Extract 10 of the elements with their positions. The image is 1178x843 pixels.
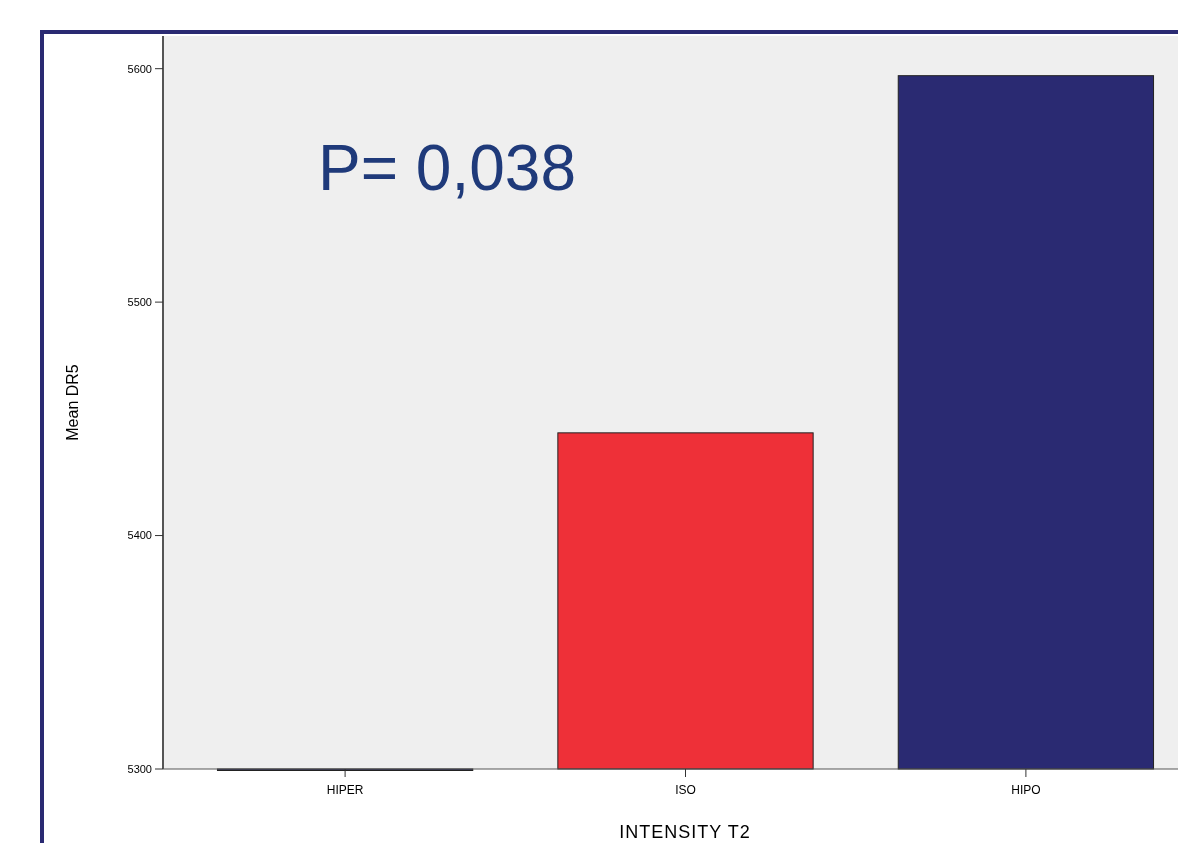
x-tick-label: HIPER [326, 783, 364, 797]
x-tick-label: HIPO [1011, 783, 1041, 797]
y-tick-label: 5600 [127, 62, 152, 75]
x-axis-title: INTENSITY T2 [619, 822, 751, 842]
y-tick-label: 5300 [127, 762, 152, 775]
annotation: P= 0,038 [318, 132, 576, 204]
y-tick-label: 5400 [127, 529, 152, 542]
x-tick-label: ISO [675, 783, 696, 797]
y-tick-label: 5500 [127, 295, 152, 308]
y-axis-title: Mean DR5 [64, 364, 81, 441]
